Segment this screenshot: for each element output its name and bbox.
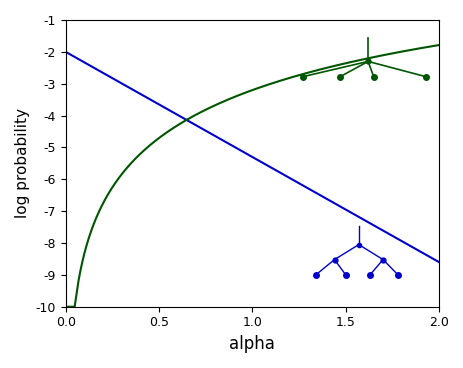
Y-axis label: log probability: log probability [15, 108, 30, 218]
X-axis label: alpha: alpha [229, 335, 275, 353]
